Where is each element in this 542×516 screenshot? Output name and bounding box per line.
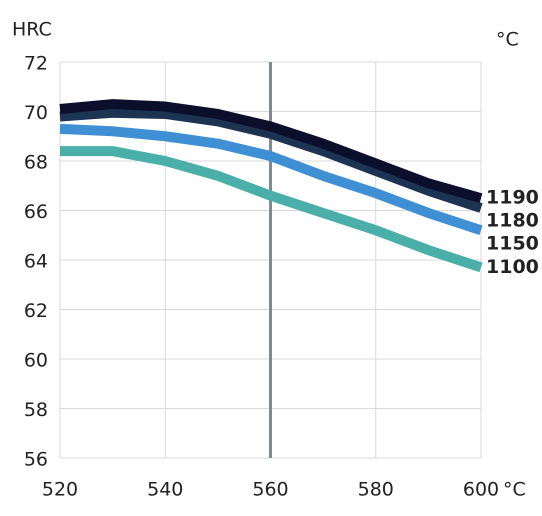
y-tick-label: 64: [24, 251, 48, 273]
series-line: [59, 123, 483, 236]
x-tick-label: 520: [42, 479, 78, 501]
y-tick-label: 60: [24, 350, 48, 372]
y-tick-label: 66: [24, 201, 48, 223]
series-label: 1190: [486, 187, 539, 209]
y-tick-label: 56: [24, 449, 48, 471]
y-tick-label: 62: [24, 300, 48, 322]
y-tick-label: 70: [24, 102, 48, 124]
x-tick-label: 540: [147, 479, 183, 501]
y-tick-label: 72: [24, 53, 48, 75]
x-unit: °C: [503, 479, 526, 501]
series-line: [59, 107, 483, 213]
series-label: 1150: [486, 233, 539, 255]
y-tick-label: 68: [24, 152, 48, 174]
x-tick-label: 600: [463, 479, 499, 501]
series-label: 1100: [486, 256, 539, 278]
series-line: [59, 99, 483, 203]
y-axis-label: HRC: [12, 19, 52, 41]
series-line: [60, 146, 483, 273]
series-unit: °C: [496, 29, 519, 51]
x-tick-label: 580: [358, 479, 394, 501]
y-tick-label: 58: [24, 399, 48, 421]
series-label: 1180: [486, 210, 539, 232]
x-tick-label: 560: [252, 479, 288, 501]
